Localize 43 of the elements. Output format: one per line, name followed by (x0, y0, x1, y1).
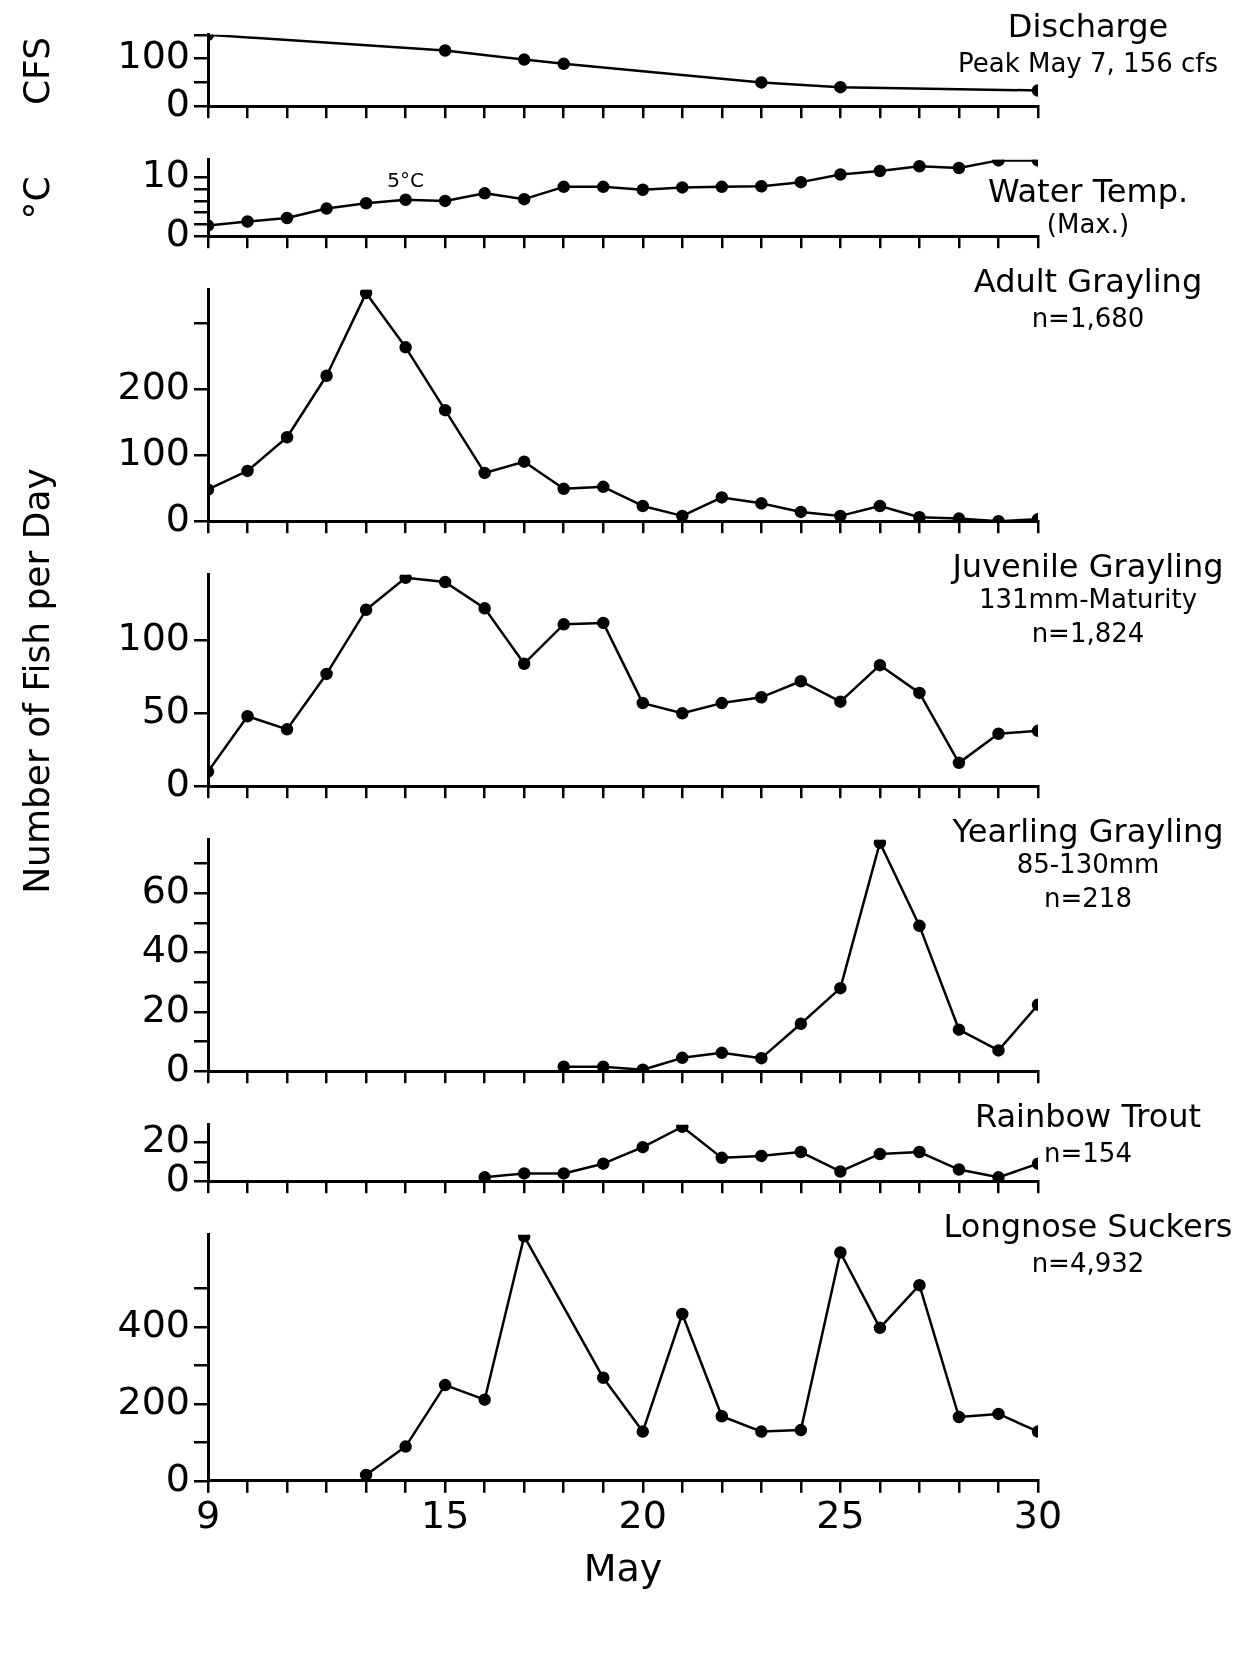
y-tick-label: 20 (141, 986, 190, 1031)
chart-subtitle: 131mm-Maturity (978, 583, 1198, 615)
chart-title: Longnose Suckers (942, 1207, 1234, 1245)
x-tick-label: 9 (195, 1493, 221, 1538)
chart-title: Water Temp. (986, 172, 1190, 210)
y-tick-label: 100 (117, 615, 190, 660)
x-tick-label: 30 (1013, 1493, 1063, 1538)
y-tick-label: 100 (117, 429, 190, 474)
y-tick-label: 50 (141, 688, 190, 733)
y-axis-title: CFS (15, 36, 57, 105)
y-tick-label: 40 (141, 927, 190, 972)
y-tick-label: 100 (117, 33, 190, 78)
text: (Max.) (1045, 208, 1130, 240)
y-tick-label: 0 (165, 761, 190, 806)
chart-title: Discharge (1006, 7, 1170, 45)
text: n=154 (1043, 1137, 1133, 1169)
y-axis-title: °C (15, 176, 57, 220)
annotation: n=1,824 (1030, 617, 1146, 649)
x-tick-label: 20 (618, 1493, 667, 1538)
annotation: Peak May 7, 156 cfs (957, 47, 1219, 79)
annotation: n=4,932 (1030, 1247, 1146, 1279)
y-tick-label: 0 (165, 496, 190, 541)
x-axis-title: May (583, 1546, 663, 1591)
y-tick-label: 0 (165, 211, 190, 256)
y-axis-title: Number of Fish per Day (15, 467, 57, 894)
y-tick-label: 60 (141, 868, 190, 913)
text: n=218 (1043, 882, 1133, 914)
chart-title: Rainbow Trout (973, 1097, 1203, 1135)
y-tick-label: 0 (165, 1455, 190, 1500)
chart-title: Adult Grayling (972, 262, 1204, 300)
chart-title: Yearling Grayling (951, 812, 1225, 850)
annotation: 5°C (387, 167, 424, 192)
x-tick-label: 25 (816, 1493, 865, 1538)
chart-title: Juvenile Grayling (949, 547, 1225, 585)
y-tick-label: 200 (117, 363, 190, 408)
chart-subtitle: 85-130mm (1016, 848, 1160, 880)
y-tick-label: 400 (117, 1301, 190, 1346)
annotation: n=1,680 (1030, 302, 1146, 334)
x-tick-label: 15 (420, 1493, 470, 1538)
y-tick-label: 10 (141, 152, 190, 197)
y-tick-label: 0 (165, 81, 190, 126)
y-tick-label: 200 (117, 1378, 190, 1423)
y-tick-label: 0 (165, 1046, 190, 1091)
